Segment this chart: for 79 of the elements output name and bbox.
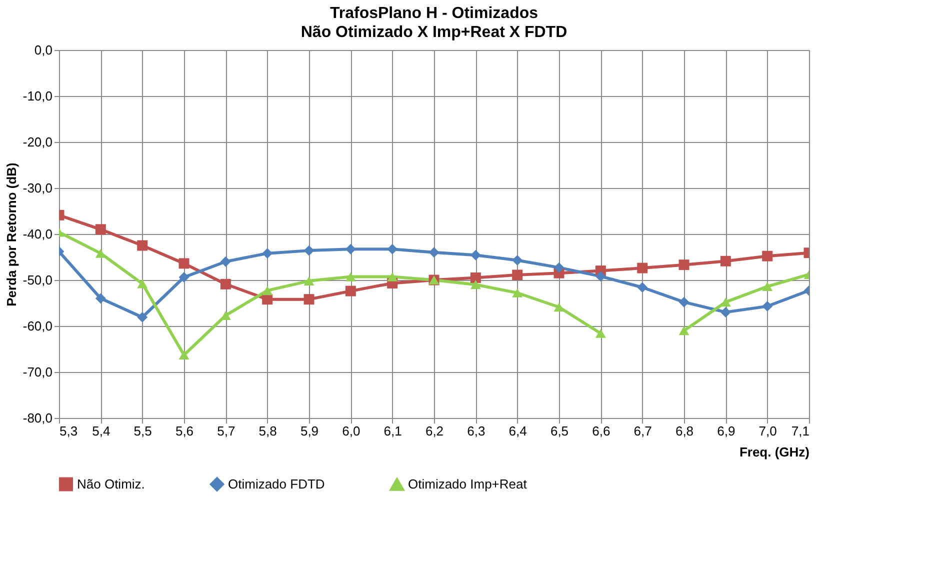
x-tick-label: 5,9 [300,424,319,438]
y-axis-title: Perda por Retorno (dB) [4,162,19,306]
point [387,272,398,282]
x-tick-label: 6,4 [508,424,527,438]
point [720,306,731,318]
x-tick-label: 5,3 [60,424,78,438]
point [178,350,190,360]
x-tick-label: 6,2 [425,424,444,438]
point [554,302,564,312]
x-tick-label: 5,5 [134,424,152,438]
x-tick-label: 5,4 [92,424,110,438]
y-tick-label: -70,0 [22,364,52,380]
y-tick-label: -30,0 [22,180,52,196]
point [762,300,773,312]
y-tick-label: -20,0 [22,134,52,150]
x-tick-label: 6,1 [384,424,402,438]
point [554,262,564,273]
point [95,293,106,304]
point [512,254,523,266]
point [345,286,356,296]
x-tick-label: 6,7 [634,424,652,438]
point [387,244,398,254]
point [262,286,273,296]
x-tick-label: 6,9 [717,424,736,438]
legend-label: Otimizado Imp+Reat [408,476,528,492]
point [345,272,356,282]
point [428,247,440,258]
point [720,298,731,307]
y-tick-label: -10,0 [22,88,52,104]
x-tick-label: 5,6 [175,424,194,438]
point [678,326,690,336]
point [762,282,773,291]
x-tick-label: 6,0 [342,424,360,438]
legend-label: Não Otimiz. [77,476,145,492]
point [262,294,273,305]
point [678,260,690,270]
point [262,248,273,259]
point [595,328,606,338]
chart-title: TrafosPlano H - Otimizados [330,5,538,22]
point [678,296,690,308]
x-tick-label: 5,8 [258,424,277,438]
point [470,272,481,283]
point [345,244,356,254]
point [304,245,314,256]
point [512,270,523,280]
x-tick-label: 6,5 [550,424,569,438]
x-tick-label: 7,0 [758,424,777,438]
point [220,278,231,290]
point [637,282,648,293]
x-tick-label: 5,7 [217,424,236,438]
point [762,250,773,262]
x-tick-label: 6,8 [675,424,694,438]
point [220,256,231,267]
point [512,288,523,298]
y-tick-label: -40,0 [22,226,52,242]
x-axis-title: Freq. (GHz) [739,444,810,460]
y-tick-label: -50,0 [22,272,52,288]
point [595,271,606,282]
x-tick-label: 6,6 [592,424,610,438]
chart-subtitle: Não Otimizado X Imp+Reat X FDTD [300,24,568,41]
point [470,280,481,290]
point [178,258,190,269]
point [95,224,106,235]
point [637,262,648,274]
point [304,276,314,286]
point [470,250,481,260]
point [137,279,148,288]
point [304,294,314,305]
point [137,312,148,323]
x-tick-label: 7,1 [791,424,810,438]
y-tick-label: 0,0 [34,42,52,58]
point [137,240,148,251]
x-tick-label: 6,3 [467,424,486,438]
point [720,256,731,266]
y-tick-label: -80,0 [22,410,52,426]
point [95,248,106,258]
y-tick-label: -60,0 [22,318,52,334]
legend-label: Otimizado FDTD [228,476,325,492]
point [178,272,190,282]
